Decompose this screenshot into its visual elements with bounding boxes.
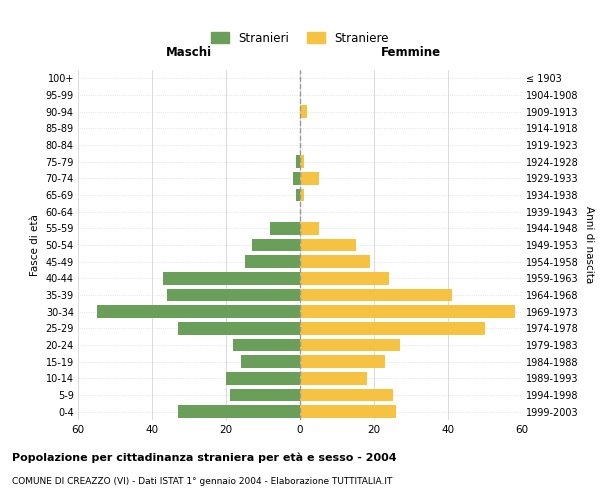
Bar bbox=[300, 322, 485, 334]
Bar bbox=[230, 389, 300, 401]
Y-axis label: Anni di nascita: Anni di nascita bbox=[584, 206, 595, 284]
Bar bbox=[300, 188, 304, 201]
Bar bbox=[300, 339, 400, 351]
Bar bbox=[300, 156, 304, 168]
Text: COMUNE DI CREAZZO (VI) - Dati ISTAT 1° gennaio 2004 - Elaborazione TUTTITALIA.IT: COMUNE DI CREAZZO (VI) - Dati ISTAT 1° g… bbox=[12, 478, 392, 486]
Bar bbox=[226, 372, 300, 384]
Y-axis label: Fasce di età: Fasce di età bbox=[30, 214, 40, 276]
Legend: Stranieri, Straniere: Stranieri, Straniere bbox=[206, 27, 394, 50]
Bar bbox=[300, 372, 367, 384]
Bar bbox=[300, 222, 319, 234]
Bar bbox=[300, 406, 396, 418]
Bar bbox=[300, 356, 385, 368]
Bar bbox=[167, 289, 300, 301]
Bar bbox=[178, 322, 300, 334]
Bar bbox=[300, 289, 452, 301]
Bar bbox=[300, 272, 389, 284]
Bar bbox=[300, 306, 515, 318]
Bar bbox=[252, 239, 300, 251]
Bar bbox=[241, 356, 300, 368]
Bar bbox=[233, 339, 300, 351]
Text: Maschi: Maschi bbox=[166, 46, 212, 60]
Bar bbox=[296, 156, 300, 168]
Bar bbox=[163, 272, 300, 284]
Bar bbox=[296, 188, 300, 201]
Bar bbox=[271, 222, 300, 234]
Bar bbox=[300, 172, 319, 184]
Bar bbox=[300, 239, 355, 251]
Bar bbox=[300, 389, 392, 401]
Bar bbox=[293, 172, 300, 184]
Bar bbox=[300, 256, 370, 268]
Text: Popolazione per cittadinanza straniera per età e sesso - 2004: Popolazione per cittadinanza straniera p… bbox=[12, 452, 397, 463]
Bar bbox=[300, 106, 307, 118]
Bar bbox=[178, 406, 300, 418]
Text: Femmine: Femmine bbox=[381, 46, 441, 60]
Bar bbox=[245, 256, 300, 268]
Bar bbox=[97, 306, 300, 318]
